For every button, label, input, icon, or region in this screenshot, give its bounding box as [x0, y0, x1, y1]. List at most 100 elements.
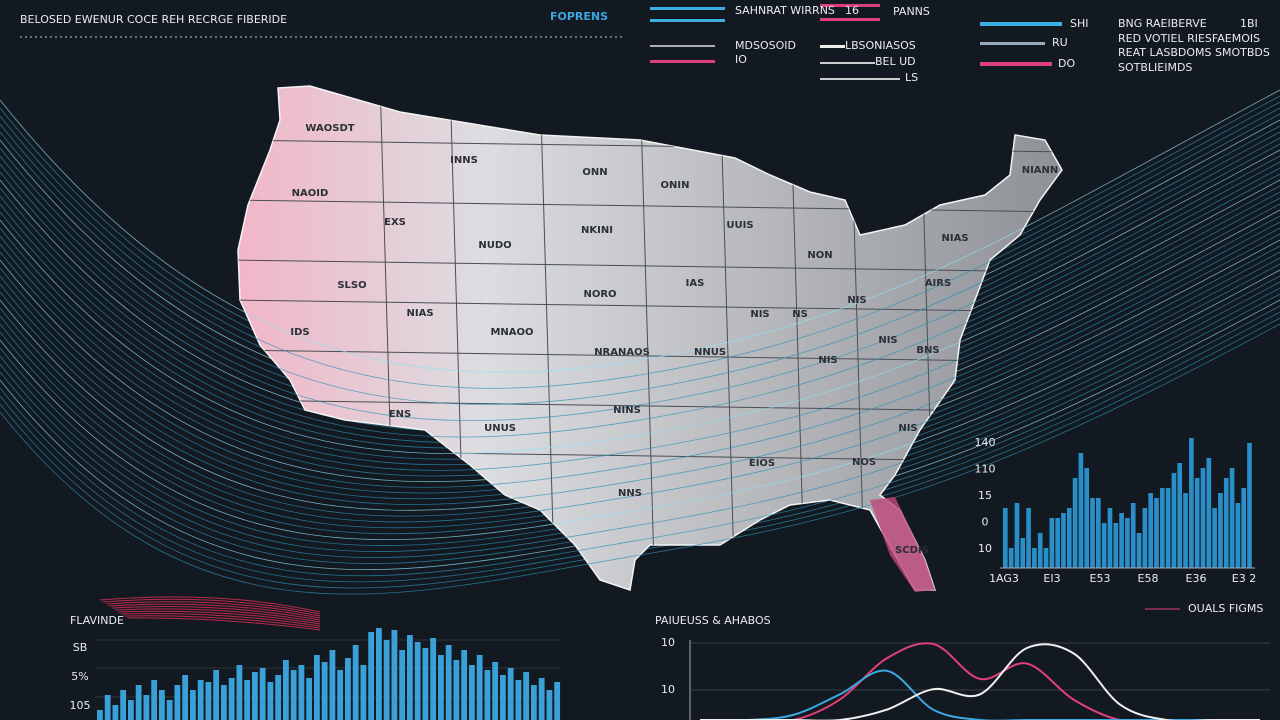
- state-label: ONN: [582, 167, 607, 178]
- bar: [360, 665, 367, 720]
- flow-line: [0, 107, 1280, 389]
- bar: [267, 682, 274, 720]
- flow-line: [0, 197, 1280, 471]
- top-label: BNG RAEIBERVE: [1118, 17, 1207, 30]
- state-label: IDS: [290, 327, 309, 338]
- bar: [484, 670, 491, 720]
- bar: [205, 682, 212, 720]
- bar: [1177, 463, 1183, 568]
- bar: [1229, 468, 1235, 568]
- state-label: ONIN: [661, 180, 690, 191]
- border: [719, 86, 736, 590]
- y-tick-label: SB: [73, 641, 88, 654]
- bar: [407, 635, 413, 720]
- top-label: REAT LASBDOMS SMOTBDS: [1118, 46, 1270, 59]
- bar: [1066, 508, 1072, 568]
- bar: [1113, 523, 1119, 568]
- bar: [507, 668, 514, 720]
- bar: [1142, 508, 1148, 568]
- state-label: NOS: [852, 457, 876, 468]
- state-label: NNUS: [694, 347, 726, 358]
- state-label: NORO: [583, 289, 616, 300]
- bar: [298, 665, 305, 720]
- bar: [1247, 443, 1252, 568]
- bar: [1072, 478, 1078, 568]
- bar: [1154, 498, 1159, 568]
- bar: [391, 630, 398, 720]
- bar: [1223, 478, 1229, 568]
- bar: [1107, 508, 1113, 568]
- bar: [290, 670, 297, 720]
- state-label: NINS: [613, 405, 641, 416]
- flow-line: [0, 179, 1280, 455]
- bar: [329, 650, 336, 720]
- bar: [469, 665, 475, 720]
- top-label: DO: [1058, 57, 1075, 70]
- bar: [1218, 493, 1223, 568]
- flow-line: [0, 215, 1280, 488]
- bar: [414, 642, 421, 720]
- y-tick-label: 5%: [71, 670, 88, 683]
- top-label: SAHNRAT WIRRNS: [735, 4, 835, 17]
- bar: [1148, 493, 1153, 568]
- state-label: MNAOO: [490, 327, 533, 338]
- top-label: MDSOSOID: [735, 39, 796, 52]
- state-label: NON: [807, 250, 832, 261]
- x-tick-label: E3 2: [1232, 572, 1256, 585]
- state-label: NNS: [618, 488, 642, 499]
- state-label: BNS: [916, 345, 939, 356]
- bar: [97, 710, 103, 720]
- y-tick-label: 10: [661, 683, 675, 696]
- bar: [275, 675, 282, 720]
- bar: [523, 672, 530, 720]
- line-series: [700, 642, 1260, 720]
- y-tick-label: 10: [661, 636, 675, 649]
- state-label: NKINI: [581, 225, 613, 236]
- bar: [538, 678, 545, 720]
- bar: [252, 672, 258, 720]
- bar: [120, 690, 127, 720]
- bar: [128, 700, 134, 720]
- bar: [1043, 548, 1049, 568]
- top-label: LBSONIASOS: [845, 39, 916, 52]
- bar: [151, 680, 158, 720]
- border: [238, 259, 1062, 273]
- pink-streak: [120, 613, 321, 627]
- bar: [1125, 518, 1130, 568]
- bar: [1200, 468, 1206, 568]
- top-label: PANNS: [893, 5, 930, 18]
- bar: [531, 685, 537, 720]
- x-tick-label: E36: [1186, 572, 1207, 585]
- bar: [306, 678, 313, 720]
- x-tick-label: EI3: [1043, 572, 1060, 585]
- bar: [1096, 498, 1101, 568]
- y-tick-label: 0: [982, 516, 989, 529]
- y-tick-label: 110: [975, 463, 996, 476]
- bar: [314, 655, 320, 720]
- pink-streak: [105, 601, 321, 617]
- y-tick-label: 15: [978, 489, 992, 502]
- state-label: NIS: [818, 355, 837, 366]
- bar: [1119, 513, 1124, 568]
- flow-line: [0, 143, 1280, 422]
- state-label: NIAS: [406, 308, 433, 319]
- bar: [143, 695, 150, 720]
- bar: [1194, 478, 1200, 568]
- bar: [1084, 468, 1090, 568]
- bar: [1008, 548, 1014, 568]
- bar: [422, 648, 429, 720]
- flow-lines-front: [0, 89, 1280, 595]
- bar: [1189, 438, 1194, 568]
- top-label: 1BI: [1240, 17, 1258, 30]
- state-label: NS: [792, 309, 808, 320]
- bar: [1159, 488, 1165, 568]
- border: [238, 349, 1062, 363]
- flow-line: [0, 323, 1280, 595]
- bar: [1026, 508, 1031, 568]
- top-label: BEL UD: [875, 55, 916, 68]
- bar: [236, 665, 243, 720]
- flow-line: [0, 125, 1280, 405]
- top-label: RED VOTIEL RIESFAEMOIS: [1118, 32, 1260, 45]
- pink-streak: [102, 598, 321, 615]
